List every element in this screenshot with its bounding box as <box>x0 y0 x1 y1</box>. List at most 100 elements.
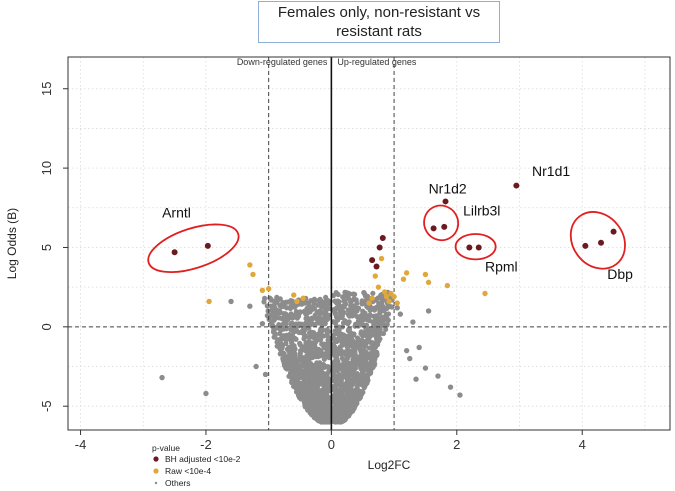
cloud-point <box>301 308 308 314</box>
bh-adjusted-point <box>379 234 386 241</box>
gene-label-arntl: Arntl <box>162 204 191 220</box>
cloud-point <box>302 360 308 366</box>
cloud-point <box>318 404 324 410</box>
cloud-point <box>367 355 373 361</box>
cloud-point <box>347 410 353 416</box>
cloud-point <box>306 398 312 404</box>
cloud-point <box>319 304 325 310</box>
cloud-point <box>278 304 285 310</box>
y-tick-label: 5 <box>39 244 54 251</box>
cloud-point <box>288 344 294 350</box>
cloud-point <box>343 290 349 296</box>
highlight-ellipse-dbp <box>569 211 626 270</box>
chart-title: Females only, non-resistant vs resistant… <box>258 1 500 43</box>
cloud-point <box>369 364 376 370</box>
raw-point <box>206 298 212 305</box>
annotation-down-regulated: Down-regulated genes <box>237 57 328 67</box>
cloud-point <box>336 302 342 308</box>
cloud-point <box>268 296 274 302</box>
cloud-point <box>359 337 365 343</box>
other-point <box>447 384 454 390</box>
cloud-point <box>344 397 350 403</box>
cloud-point <box>297 384 304 390</box>
cloud-point <box>286 353 293 359</box>
cloud-point <box>317 360 323 366</box>
cloud-point <box>339 331 345 337</box>
cloud-point <box>330 335 337 342</box>
cloud-point <box>287 298 294 304</box>
raw-point <box>247 262 253 268</box>
raw-point <box>403 270 410 276</box>
chart-title-text: Females only, non-resistant vs resistant… <box>277 4 481 40</box>
cloud-point <box>286 359 292 365</box>
cloud-point <box>261 299 267 305</box>
cloud-point <box>321 380 327 386</box>
cloud-point <box>325 395 331 401</box>
cloud-point <box>320 327 326 333</box>
cloud-point <box>278 345 285 352</box>
cloud-point <box>325 349 332 355</box>
x-axis-title: Log2FC <box>368 458 411 472</box>
raw-point <box>265 286 272 292</box>
raw-point <box>394 300 400 306</box>
cloud-point <box>317 311 323 317</box>
other-point <box>416 344 422 351</box>
others-point-cloud <box>261 289 395 425</box>
raw-point <box>386 298 392 305</box>
cloud-point <box>332 350 338 356</box>
raw-point <box>482 290 488 297</box>
raw-point <box>425 279 432 286</box>
cloud-point <box>353 297 359 303</box>
bh-adjusted-point <box>430 225 437 232</box>
raw-point <box>444 282 451 289</box>
cloud-point <box>343 402 350 408</box>
other-point <box>159 374 165 381</box>
cloud-point <box>333 290 339 296</box>
cloud-point <box>311 411 317 417</box>
gene-labels: Arntl Nr1d2 Lilrb3l Rpml Nr1d1 Dbp <box>162 163 633 282</box>
cloud-point <box>348 333 354 339</box>
cloud-point <box>302 326 308 333</box>
cloud-point <box>358 366 364 372</box>
raw-point <box>366 300 372 306</box>
cloud-point <box>304 353 310 360</box>
cloud-point <box>336 397 343 403</box>
other-point <box>422 365 429 371</box>
cloud-point <box>308 320 314 326</box>
bh-adjusted-point <box>466 244 473 251</box>
cloud-point <box>355 358 362 364</box>
legend-label: BH adjusted <10e-2 <box>165 454 241 464</box>
cloud-point <box>333 329 339 335</box>
cloud-point <box>308 340 314 346</box>
cloud-point <box>300 371 306 378</box>
cloud-point <box>293 363 300 369</box>
cloud-point <box>334 405 340 411</box>
gene-label-rpml: Rpml <box>485 258 518 274</box>
cloud-point <box>281 356 287 362</box>
cloud-point <box>348 352 354 358</box>
cloud-point <box>288 372 294 378</box>
raw-point <box>369 295 375 301</box>
highlight-ellipse-arntl <box>147 223 240 273</box>
cloud-point <box>359 332 365 338</box>
cloud-point <box>355 389 361 395</box>
cloud-point <box>276 315 283 321</box>
cloud-point <box>312 342 318 348</box>
cloud-point <box>342 385 348 391</box>
cloud-point <box>324 410 330 416</box>
cloud-point <box>380 319 386 325</box>
cloud-point <box>352 291 358 297</box>
cloud-point <box>366 370 372 377</box>
bh-adjusted-point <box>598 239 605 246</box>
other-point <box>457 392 463 398</box>
x-tick-label: -2 <box>200 437 212 452</box>
cloud-point <box>308 329 314 335</box>
cloud-point <box>321 356 327 362</box>
cloud-point <box>324 332 330 338</box>
cloud-point <box>318 387 324 394</box>
cloud-point <box>308 387 314 394</box>
legend-marker <box>153 456 159 462</box>
raw-point <box>291 292 297 298</box>
legend: p-value BH adjusted <10e-2 Raw <10e-4 Othe… <box>152 443 241 488</box>
